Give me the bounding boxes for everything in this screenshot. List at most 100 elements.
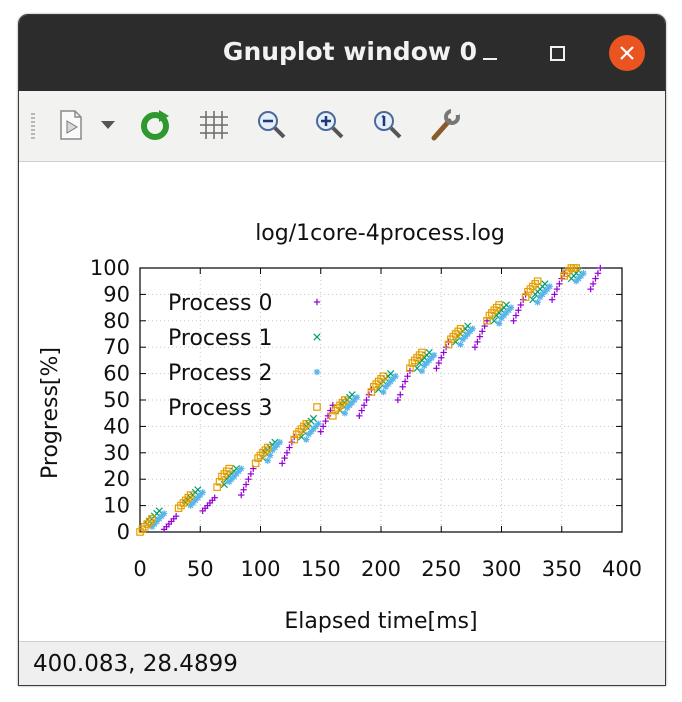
zoom-previous-button[interactable] (251, 105, 291, 145)
data-point (309, 414, 318, 423)
scatter-chart[interactable]: log/1core-4process.log 0 50 100 150 200 250 30… (19, 162, 665, 640)
data-point (440, 349, 447, 356)
data-point (418, 367, 426, 375)
legend-label: Process 3 (168, 396, 272, 421)
chevron-down-icon (101, 121, 115, 129)
copy-to-clipboard-button[interactable] (51, 105, 91, 145)
legend-label: Process 0 (168, 291, 272, 316)
data-point (592, 275, 599, 282)
data-point (251, 459, 260, 468)
marker-stroke (464, 322, 472, 330)
minimize-icon (483, 58, 497, 60)
data-point (160, 510, 168, 517)
toggle-grid-button[interactable] (194, 105, 234, 145)
marker-stroke (452, 338, 460, 346)
marker-stroke (374, 385, 383, 394)
data-point (435, 359, 443, 367)
data-point (290, 435, 299, 444)
data-point (319, 423, 327, 430)
wrench-icon (431, 109, 460, 141)
data-point (392, 373, 399, 380)
marker-stroke (194, 486, 202, 494)
data-point (329, 412, 337, 420)
toolbar (19, 91, 665, 162)
zoom-out-icon (258, 111, 286, 139)
close-button[interactable] (609, 35, 645, 71)
minimize-button[interactable] (473, 37, 507, 71)
data-point (444, 340, 453, 349)
data-point (358, 407, 365, 414)
data-point (406, 364, 414, 373)
marker-stroke (392, 373, 399, 380)
data-point (281, 454, 288, 462)
data-point (521, 293, 530, 301)
marker-stroke (580, 270, 587, 277)
y-tick-label: 20 (103, 467, 130, 491)
marker-stroke (469, 325, 476, 332)
data-point (242, 481, 250, 488)
marker-stroke (267, 452, 273, 459)
marker-stroke (529, 296, 537, 304)
data-point (215, 478, 224, 486)
marker-stroke (348, 391, 356, 399)
data-point (597, 264, 604, 272)
data-point (534, 299, 541, 306)
x-tick-label: 200 (361, 557, 401, 581)
marker-stroke (546, 283, 553, 290)
plot-area[interactable]: log/1core-4process.log 0 50 100 150 200 250 30… (19, 162, 665, 640)
y-tick-label: 70 (103, 335, 130, 359)
settings-button[interactable] (425, 105, 465, 145)
autoscale-button[interactable] (367, 105, 407, 145)
x-tick-label: 100 (240, 557, 280, 581)
marker-stroke (431, 352, 437, 358)
x-tick-label: 250 (421, 557, 461, 581)
data-point (303, 436, 310, 443)
data-point (469, 325, 476, 332)
data-point (172, 512, 180, 520)
y-tick-label: 10 (103, 494, 130, 518)
marker-stroke (232, 465, 241, 473)
title-bar[interactable]: Gnuplot window 0 (19, 15, 665, 91)
data-point (283, 449, 291, 456)
data-point (507, 304, 515, 311)
data-point (589, 280, 597, 288)
data-point (572, 264, 581, 272)
data-point (418, 348, 426, 357)
legend: Process 0 Process 1 Process 2 Process 3 (168, 291, 321, 421)
marker-stroke (496, 320, 502, 327)
data-point (471, 344, 479, 351)
data-point (548, 296, 556, 303)
marker-stroke (314, 369, 320, 375)
data-point (317, 428, 324, 435)
toolbar-grip[interactable] (31, 113, 35, 139)
y-tick-label: 80 (103, 309, 130, 333)
marker-stroke (534, 299, 541, 306)
status-bar: 400.083, 28.4899 (19, 641, 665, 685)
x-tick-label: 50 (187, 557, 214, 581)
data-point (438, 354, 445, 361)
marker-stroke (457, 341, 464, 348)
data-point (515, 307, 522, 314)
maximize-icon (550, 46, 565, 61)
data-point (225, 464, 233, 473)
data-point (517, 301, 524, 309)
marker-stroke (419, 368, 425, 374)
data-point (512, 312, 520, 319)
marker-stroke (297, 433, 306, 441)
data-point (367, 388, 376, 396)
marker-stroke (490, 317, 498, 325)
maximize-button[interactable] (541, 37, 575, 71)
zoom-next-button[interactable] (309, 105, 349, 145)
data-point (238, 491, 245, 499)
data-point (264, 457, 271, 464)
marker-stroke (271, 438, 279, 446)
data-points (136, 264, 604, 536)
data-point (276, 439, 283, 446)
replot-button[interactable] (135, 105, 175, 145)
data-point (238, 465, 245, 472)
legend-marker (313, 368, 321, 376)
x-tick-label: 300 (481, 557, 521, 581)
options-dropdown[interactable] (97, 105, 119, 145)
data-point (474, 338, 481, 346)
data-point (245, 476, 252, 483)
